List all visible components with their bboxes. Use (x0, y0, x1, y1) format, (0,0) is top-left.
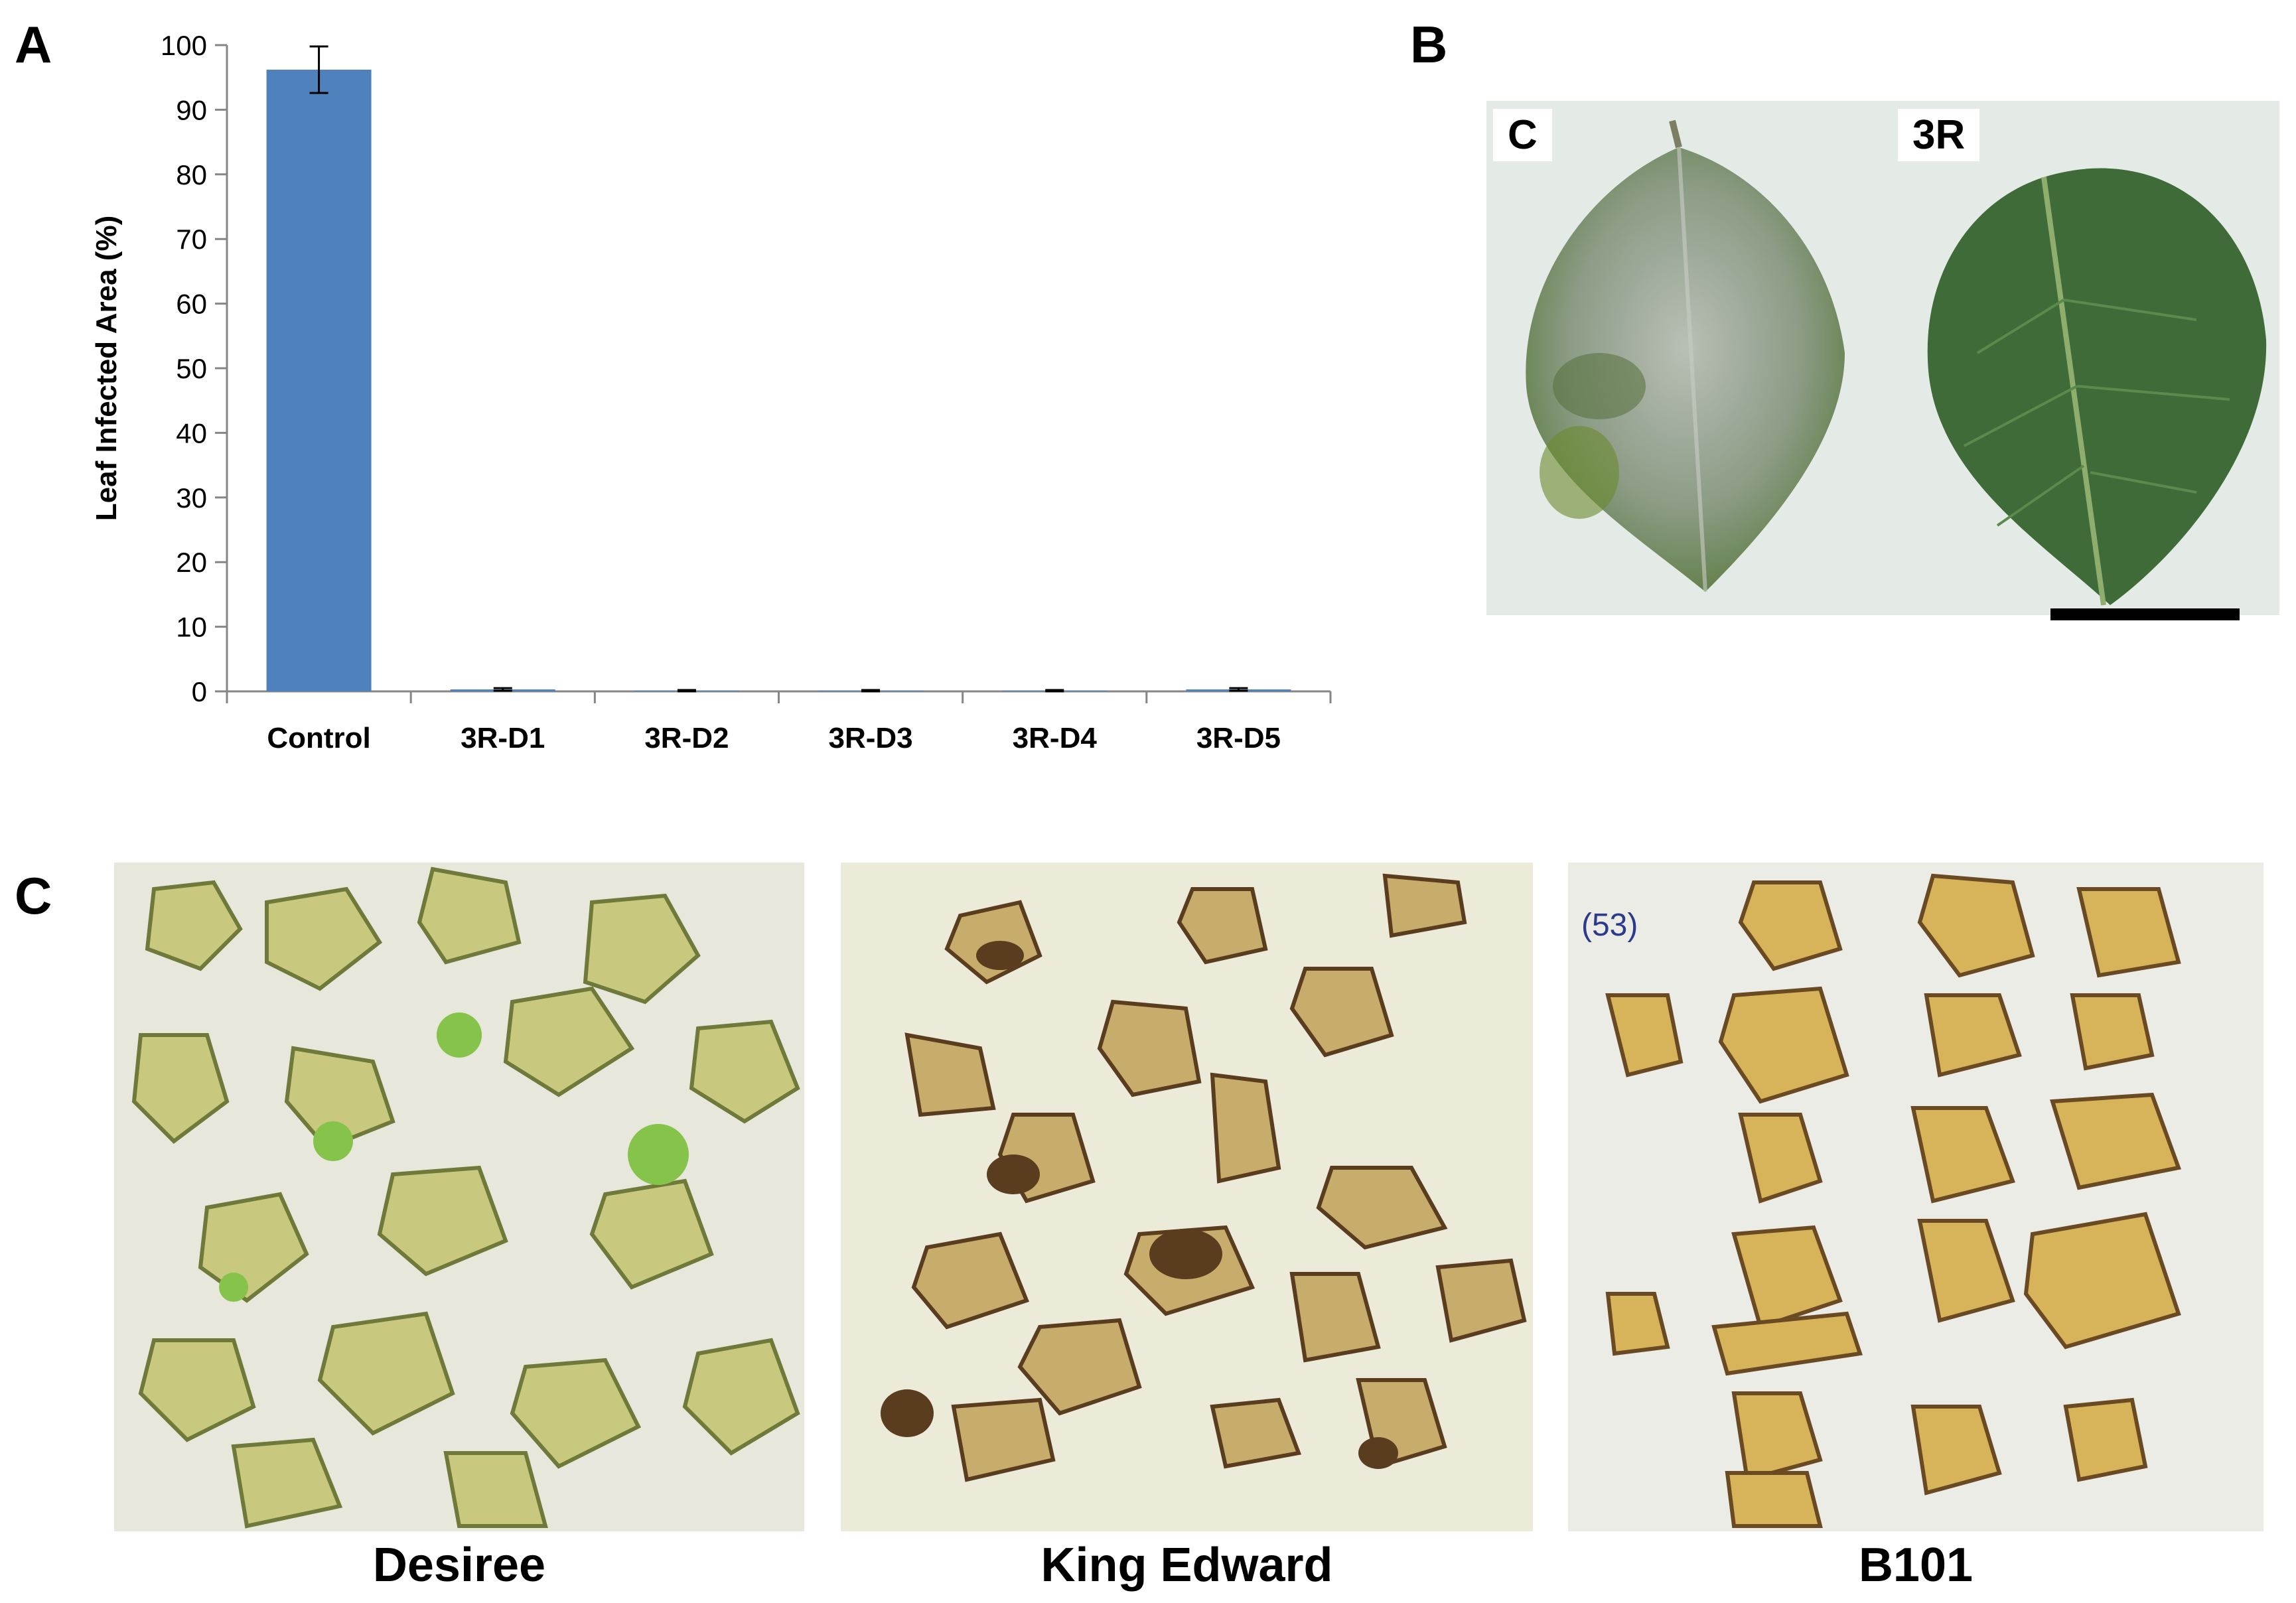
y-tick-label: 50 (176, 353, 207, 384)
panel-b-label: B (1410, 15, 1448, 74)
x-tick-label: 3R-D2 (644, 722, 729, 754)
bar-chart: 0 10 20 30 40 50 60 70 80 90 100 Control 3R-D1 3R-D2 3… (90, 30, 1332, 754)
caption-desiree: Desiree (372, 1539, 546, 1592)
y-tick-label: 100 (161, 30, 207, 61)
x-tick-label: Control (267, 722, 370, 754)
x-tick-label: 3R-D5 (1196, 722, 1281, 754)
chart-axes: 0 10 20 30 40 50 60 70 80 90 100 Control 3R-D1 3R-D2 3… (161, 30, 1332, 754)
caption-b101: B101 (1858, 1539, 1973, 1592)
leaf-photo-3r: 3R (1885, 101, 2279, 615)
y-tick-label: 30 (176, 482, 207, 514)
y-tick-label: 60 (176, 289, 207, 320)
x-tick-label: 3R-D3 (829, 722, 913, 754)
y-tick-label: 0 (192, 676, 207, 707)
y-tick-label: 90 (176, 94, 207, 125)
svg-text:(53): (53) (1581, 908, 1638, 943)
y-axis-label: Leaf Infected Area (%) (90, 216, 123, 521)
infected-leaf-image (1526, 119, 1845, 592)
plate-photo-b101: (53) (1568, 863, 2263, 1531)
y-tick-label: 40 (176, 417, 207, 449)
leaf-label-control: C (1493, 109, 1552, 161)
bar-control (266, 70, 372, 691)
caption-king-edward: King Edward (1040, 1539, 1333, 1592)
y-tick-label: 20 (176, 547, 207, 578)
panel-a-label: A (15, 15, 52, 74)
desiree-explants-image (131, 867, 800, 1529)
y-tick-label: 10 (176, 612, 207, 643)
leaf-label-3r: 3R (1898, 109, 1980, 161)
leaf-photo-control: C (1486, 101, 1885, 615)
plate-photo-desiree (114, 863, 804, 1531)
panel-c-label: C (15, 867, 52, 925)
scale-bar (2050, 608, 2240, 620)
king-edward-explants-image (881, 873, 1527, 1482)
healthy-leaf-image (1927, 168, 2267, 606)
y-tick-label: 80 (176, 159, 207, 190)
x-tick-label: 3R-D1 (461, 722, 545, 754)
b101-explants-image: (53) (1581, 873, 2182, 1528)
chart-bars (266, 45, 1291, 693)
y-tick-label: 70 (176, 224, 207, 255)
plate-photo-king-edward (841, 863, 1533, 1531)
x-tick-label: 3R-D4 (1013, 722, 1098, 754)
